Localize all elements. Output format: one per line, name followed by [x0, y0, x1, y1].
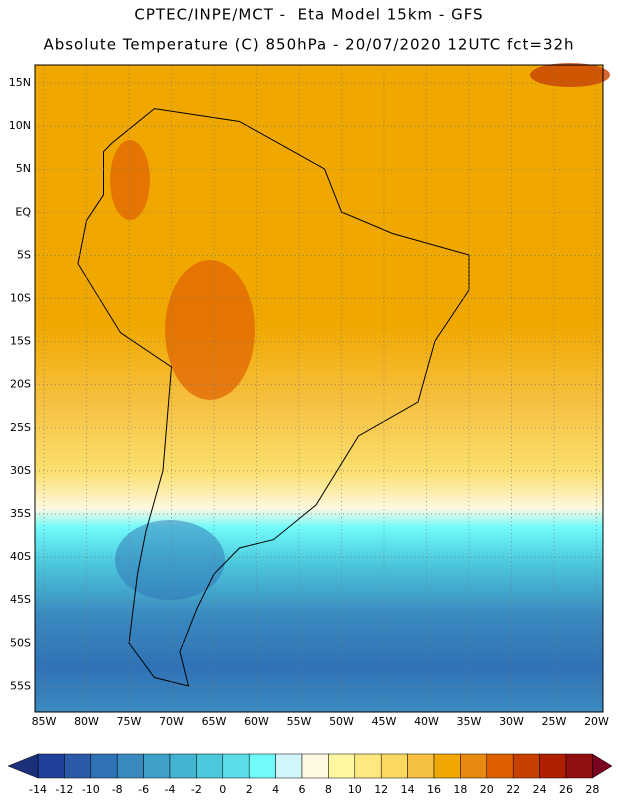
- frame: [34, 64, 604, 713]
- colorbar-label: 2: [246, 783, 253, 796]
- colorbar-block: [116, 753, 144, 779]
- colorbar-block: [222, 753, 250, 779]
- lon-label: 80W: [74, 715, 99, 728]
- lon-label: 40W: [414, 715, 439, 728]
- colorbar-label: 18: [453, 783, 467, 796]
- title: CPTEC/INPE/MCT - Eta Model 15km - GFS: [134, 6, 483, 24]
- colorbar-block: [143, 753, 171, 779]
- lon-label: 45W: [372, 715, 397, 728]
- lat-label: 30S: [10, 464, 31, 477]
- lat-label: 35S: [10, 507, 31, 520]
- map: [34, 63, 610, 713]
- colorbar-label: 0: [219, 783, 226, 796]
- lat-label: 40S: [10, 550, 31, 563]
- colorbar-label: 16: [427, 783, 441, 796]
- colorbar-block: [539, 753, 567, 779]
- colorbar-over: [592, 753, 613, 779]
- colorbar-label: -2: [191, 783, 202, 796]
- lat-label: 15N: [9, 76, 31, 89]
- lat-label: 25S: [10, 421, 31, 434]
- lat-label: 10S: [10, 292, 31, 305]
- warm-patch: [530, 63, 610, 87]
- colorbar-label: 20: [480, 783, 494, 796]
- colorbar-block: [64, 753, 92, 779]
- lat-label: 50S: [10, 636, 31, 649]
- lon-label: 85W: [32, 715, 57, 728]
- lat-label: 15S: [10, 335, 31, 348]
- colorbar-label: -4: [165, 783, 176, 796]
- warm-patch: [165, 260, 255, 400]
- colorbar-label: 10: [348, 783, 362, 796]
- lat-label: 5S: [17, 248, 31, 261]
- colorbar-under: [7, 753, 39, 779]
- lon-label: 20W: [584, 715, 609, 728]
- colorbar-block: [565, 753, 593, 779]
- colorbar-label: 24: [533, 783, 547, 796]
- colorbar-label: -6: [138, 783, 149, 796]
- colorbar-block: [433, 753, 461, 779]
- colorbar-label: -8: [112, 783, 123, 796]
- lat-label: 45S: [10, 593, 31, 606]
- colorbar-label: 28: [585, 783, 599, 796]
- colorbar-block: [37, 753, 65, 779]
- colorbar-block: [486, 753, 514, 779]
- colorbar-block: [354, 753, 382, 779]
- lon-label: 30W: [499, 715, 524, 728]
- colorbar-block: [512, 753, 540, 779]
- colorbar-label: 8: [325, 783, 332, 796]
- lon-label: 25W: [542, 715, 567, 728]
- lat-label: 55S: [10, 679, 31, 692]
- lon-label: 75W: [117, 715, 142, 728]
- colorbar-label: -10: [82, 783, 100, 796]
- warm-patch: [110, 140, 150, 220]
- lon-label: 65W: [202, 715, 227, 728]
- colorbar-block: [169, 753, 197, 779]
- colorbar-label: 14: [401, 783, 415, 796]
- colorbar-block: [460, 753, 488, 779]
- colorbar-block: [196, 753, 224, 779]
- colorbar-label: 26: [559, 783, 573, 796]
- colorbar: -14 -12 -10 -8 -6 -4 -2 0 2 4 6 8 10 12 14 16 18 20 22 24 26…: [7, 753, 613, 796]
- lat-label: 5N: [16, 162, 31, 175]
- lon-label: 55W: [287, 715, 312, 728]
- cold-patch: [115, 520, 225, 600]
- colorbar-block: [328, 753, 356, 779]
- lon-label: 70W: [159, 715, 184, 728]
- colorbar-label: -12: [55, 783, 73, 796]
- colorbar-label: -14: [29, 783, 47, 796]
- colorbar-label: 22: [506, 783, 520, 796]
- colorbar-block: [90, 753, 118, 779]
- colorbar-label: 6: [299, 783, 306, 796]
- lat-label: 10N: [9, 119, 31, 132]
- lat-label: EQ: [15, 205, 31, 218]
- colorbar-label: 12: [374, 783, 388, 796]
- lon-label: 35W: [457, 715, 482, 728]
- colorbar-block: [248, 753, 276, 779]
- colorbar-label: 4: [272, 783, 279, 796]
- subtitle: Absolute Temperature (C) 850hPa - 20/07/…: [43, 36, 574, 54]
- colorbar-block: [275, 753, 303, 779]
- lon-label: 50W: [329, 715, 354, 728]
- lon-label: 60W: [244, 715, 269, 728]
- colorbar-block: [301, 753, 329, 779]
- lat-label: 20S: [10, 378, 31, 391]
- colorbar-block: [380, 753, 408, 779]
- colorbar-block: [407, 753, 435, 779]
